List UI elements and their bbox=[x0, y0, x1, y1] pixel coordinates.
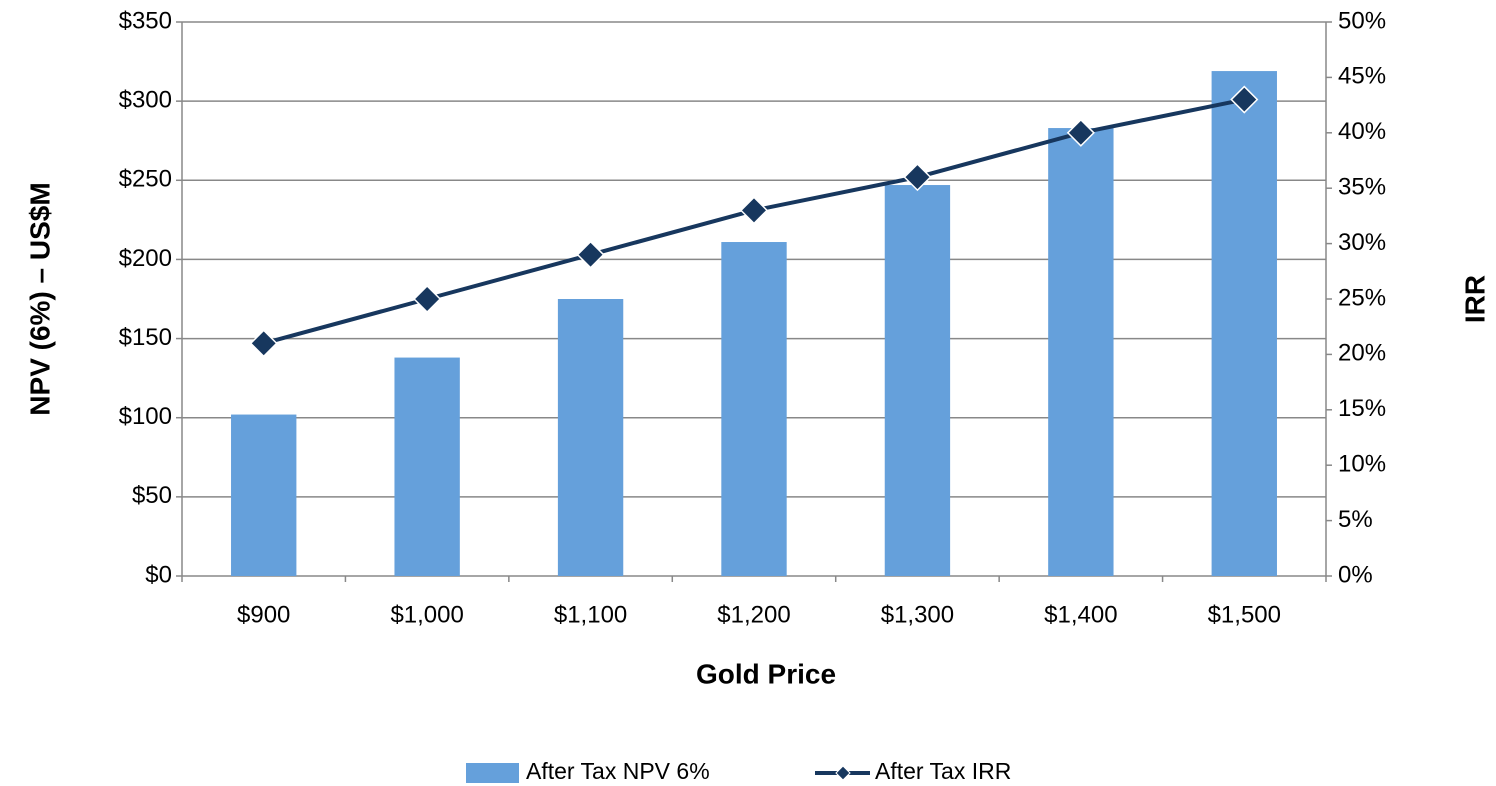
y2-tick-label: 50% bbox=[1338, 7, 1386, 34]
y-tick-label: $100 bbox=[119, 403, 172, 430]
y-axis-title: NPV (6%) – US$M bbox=[24, 182, 55, 415]
bar bbox=[884, 185, 951, 576]
x-tick-label: $1,400 bbox=[1044, 601, 1117, 628]
marker bbox=[903, 163, 932, 192]
legend-swatch bbox=[466, 763, 519, 783]
y-tick-label: $50 bbox=[132, 482, 172, 509]
y2-tick-label: 15% bbox=[1338, 395, 1386, 422]
y-tick-label: $150 bbox=[119, 324, 172, 351]
x-tick-label: $1,100 bbox=[554, 601, 627, 628]
marker bbox=[576, 240, 605, 269]
y-tick-label: $300 bbox=[119, 86, 172, 113]
marker bbox=[1066, 118, 1095, 147]
bar bbox=[557, 299, 624, 576]
x-tick-label: $1,000 bbox=[390, 601, 463, 628]
marker bbox=[739, 196, 769, 225]
x-tick-label: $1,500 bbox=[1208, 601, 1281, 628]
legend-label: After Tax IRR bbox=[875, 758, 1011, 784]
marker bbox=[249, 329, 278, 358]
marker bbox=[413, 284, 442, 314]
x-tick-label: $1,300 bbox=[881, 601, 954, 628]
bar bbox=[1211, 71, 1277, 576]
x-tick-label: $900 bbox=[237, 601, 290, 628]
y2-tick-label: 35% bbox=[1338, 174, 1386, 201]
y2-tick-label: 30% bbox=[1338, 229, 1386, 256]
legend-label: After Tax NPV 6% bbox=[526, 758, 710, 784]
bar bbox=[721, 242, 787, 576]
bar bbox=[231, 414, 297, 576]
bar bbox=[394, 357, 460, 576]
y-tick-label: $350 bbox=[119, 7, 172, 34]
y-tick-label: $0 bbox=[145, 561, 172, 588]
y2-tick-label: 5% bbox=[1338, 506, 1373, 533]
x-axis-title: Gold Price bbox=[696, 658, 836, 689]
y2-tick-label: 10% bbox=[1338, 451, 1386, 478]
bar bbox=[1048, 128, 1114, 576]
y-tick-label: $200 bbox=[119, 245, 172, 272]
y2-tick-label: 45% bbox=[1338, 63, 1386, 90]
marker bbox=[1230, 85, 1259, 114]
legend-marker bbox=[835, 765, 851, 781]
y2-tick-label: 40% bbox=[1338, 118, 1386, 145]
y2-tick-label: 25% bbox=[1338, 284, 1386, 311]
x-tick-label: $1,200 bbox=[717, 601, 790, 628]
y2-axis-title: IRR bbox=[1459, 275, 1490, 323]
y2-tick-label: 20% bbox=[1338, 340, 1386, 367]
y-tick-label: $250 bbox=[119, 166, 172, 193]
y2-tick-label: 0% bbox=[1338, 561, 1373, 588]
